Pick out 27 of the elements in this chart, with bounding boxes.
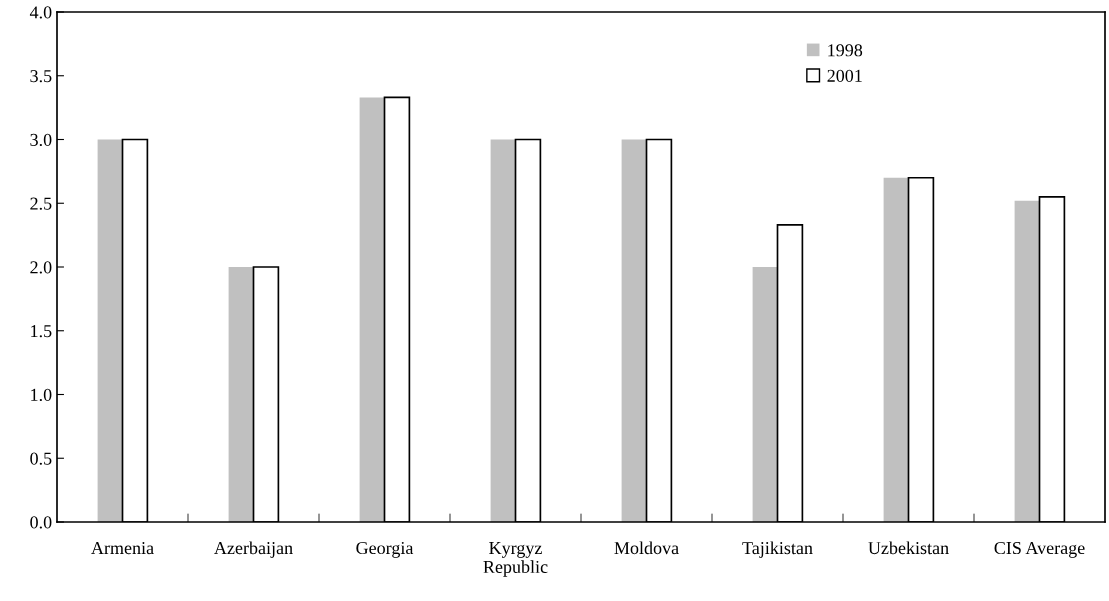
y-tick-label: 2.5: [30, 197, 52, 210]
x-tick-label: Georgia: [356, 541, 414, 558]
y-tick-label: 0.0: [30, 516, 52, 529]
bar: [752, 267, 778, 522]
bar: [359, 97, 385, 522]
bar: [228, 267, 254, 522]
y-tick-label: 4.0: [29, 6, 52, 19]
x-tick-label: Kyrgyz Republic: [483, 542, 548, 577]
y-tick-label: 3.5: [30, 70, 52, 83]
legend-label: 2001: [827, 69, 862, 82]
x-tick-label: Armenia: [91, 542, 154, 555]
x-tick-label: Azerbaijan: [214, 541, 293, 558]
bar: [1014, 200, 1040, 522]
x-tick-label: CIS Average: [994, 541, 1085, 558]
y-tick-label: 3.0: [30, 133, 52, 147]
bar: [490, 139, 516, 522]
x-tick-label: Moldova: [614, 541, 679, 555]
y-tick-label: 1.5: [31, 325, 52, 338]
legend-label: 1998: [828, 44, 863, 57]
y-tick-label: 0.5: [30, 452, 52, 465]
x-tick-label: Uzbekistan: [868, 541, 949, 555]
y-tick-label: 2.0: [30, 261, 52, 274]
bar: [97, 139, 123, 522]
x-tick-label: Tajikistan: [742, 541, 813, 558]
y-tick-label: 1.0: [31, 388, 52, 402]
bar: [621, 139, 647, 522]
bar: [883, 177, 909, 522]
